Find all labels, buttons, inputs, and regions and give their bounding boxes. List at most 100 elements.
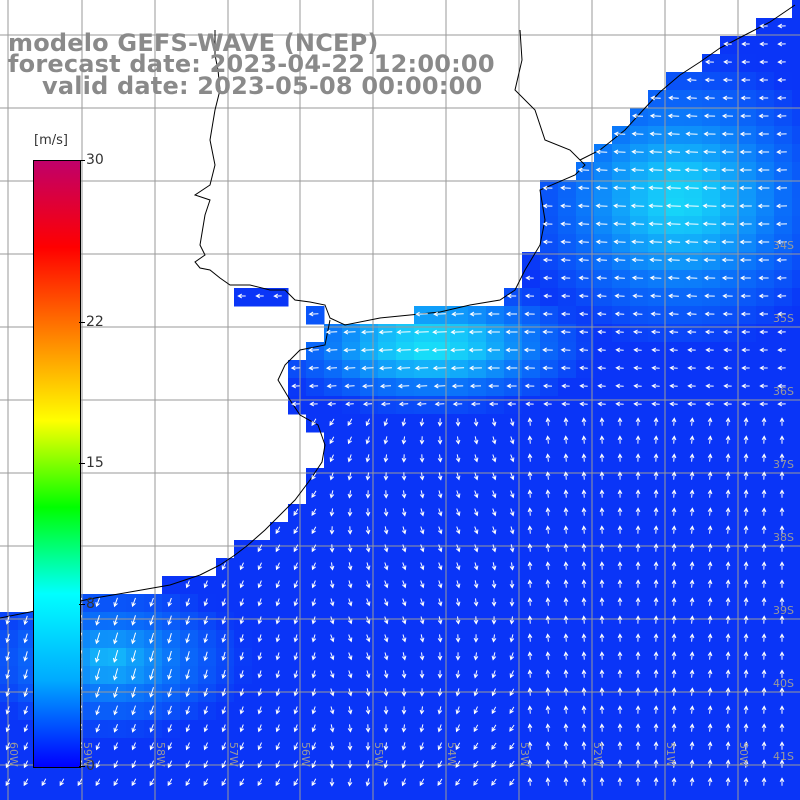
wind-arrow [327,401,336,407]
wind-cell [180,648,199,667]
wind-arrow [221,742,227,751]
wind-cell [756,198,775,217]
wind-cell [792,648,800,667]
wind-arrow [257,616,263,625]
wind-cell [684,414,703,433]
wind-arrow [203,580,209,589]
wind-cell [792,594,800,613]
wind-cell [684,792,703,800]
wind-cell [108,702,127,721]
wind-cell [558,522,577,541]
wind-arrow [635,651,641,660]
wind-arrow [416,401,427,407]
wind-cell [756,486,775,505]
wind-arrow [776,149,787,155]
wind-cell [738,594,757,613]
wind-cell [666,522,685,541]
wind-arrow [433,383,446,389]
wind-arrow [725,453,731,462]
wind-arrow [631,131,644,137]
wind-arrow [293,670,299,679]
wind-vectors [5,23,788,787]
wind-cell [756,162,775,181]
wind-arrow [545,507,551,516]
wind-arrow [239,760,245,769]
wind-arrow [221,669,227,680]
wind-arrow [311,724,317,733]
wind-arrow [702,203,717,209]
wind-arrow [722,77,733,83]
wind-cell [738,450,757,469]
wind-cell [774,558,793,577]
wind-cell [540,432,559,451]
wind-arrow [383,508,389,517]
wind-cell [0,792,19,800]
wind-arrow [23,669,28,680]
wind-cell [630,774,649,793]
wind-cell [648,144,667,163]
wind-arrow [739,131,752,137]
wind-arrow [648,221,663,227]
wind-cell [630,144,649,163]
wind-cell [522,648,541,667]
wind-cell [756,468,775,487]
wind-arrow [308,311,319,317]
wind-arrow [743,489,749,498]
longitude-label: 59W [81,742,94,767]
wind-cell [558,198,577,217]
wind-cell [414,378,433,397]
wind-cell [666,684,685,703]
wind-arrow [703,275,716,281]
wind-cell [648,576,667,595]
wind-cell [378,342,397,361]
wind-arrow [455,562,461,571]
wind-arrow [761,723,767,732]
wind-cell [414,792,433,800]
wind-cell [684,108,703,127]
wind-cell [342,378,361,397]
wind-arrow [599,759,605,768]
wind-cell [738,684,757,703]
wind-cell [576,612,595,631]
wind-arrow [563,705,569,714]
wind-arrow [149,760,155,769]
wind-cell [702,90,721,109]
latitude-label: 38S [773,531,794,544]
wind-cell [792,414,800,433]
wind-cell [720,288,739,307]
wind-arrow [779,507,785,516]
wind-cell [702,270,721,289]
wind-arrow [635,777,641,786]
wind-arrow [725,777,731,786]
wind-arrow [437,724,443,733]
wind-cell [576,234,595,253]
wind-arrow [741,41,750,47]
wind-arrow [725,489,731,498]
wind-cell [576,288,595,307]
wind-arrow [671,471,677,480]
wind-arrow [613,203,626,209]
wind-arrow [419,742,425,751]
wind-cell [108,684,127,703]
wind-cell [360,360,379,379]
wind-arrow [542,221,553,227]
wind-arrow [563,597,569,606]
wind-cell [522,684,541,703]
wind-cell [594,684,613,703]
wind-cell [792,252,800,271]
wind-cell [144,612,163,631]
wind-arrow [720,185,735,191]
wind-arrow [740,77,751,83]
wind-cell [288,396,307,415]
wind-arrow [347,742,353,751]
wind-cell [738,72,757,91]
wind-arrow [509,454,515,463]
wind-arrow [631,113,644,119]
wind-arrow [527,597,533,606]
wind-cell [774,504,793,523]
wind-arrow [779,669,785,678]
wind-arrow [777,23,786,29]
wind-arrow [668,95,679,101]
wind-arrow [779,417,785,426]
wind-cell [324,792,343,800]
